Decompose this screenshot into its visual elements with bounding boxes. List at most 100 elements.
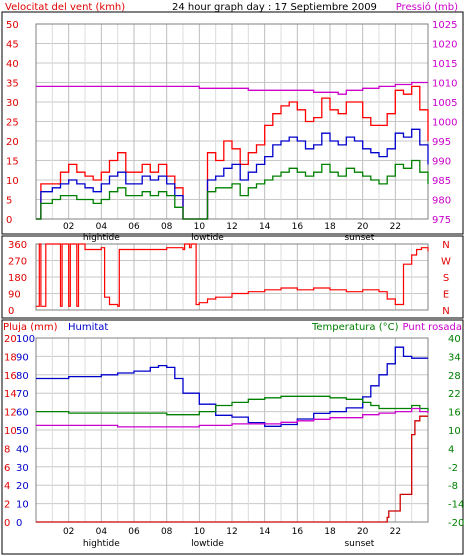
tick-label: 20 — [6, 137, 19, 148]
pressure-y-ticks: 975 980 985 990 995 1000 1005 1010 1015 1020 1025 — [432, 20, 457, 226]
tick-label: -20 — [448, 518, 464, 529]
tick-label: 34 — [448, 352, 461, 363]
rain-axis-label: Pluja (mm) — [3, 322, 58, 333]
x-tick-label: 04 — [96, 222, 108, 232]
tick-label: 2 — [4, 500, 10, 511]
tick-label: 12 — [4, 408, 17, 419]
direction-tick: 0 — [8, 306, 14, 317]
event-labels-bottom: hightide lowtide sunset — [83, 539, 375, 549]
series-line — [36, 81, 428, 95]
chart-title: 24 hour graph day : 17 Septiembre 2009 — [172, 2, 377, 13]
x-tick-label: 10 — [194, 222, 206, 232]
compass-label: E — [443, 290, 449, 301]
tick-label: 6 — [4, 463, 10, 474]
event-label: hightide — [83, 233, 120, 243]
tick-label: 50 — [6, 20, 19, 31]
tick-label: 0 — [6, 215, 12, 226]
x-tick-label: 16 — [292, 527, 304, 537]
dewpoint-axis-label: Punt rosada — [403, 322, 462, 333]
x-tick-label: 10 — [194, 527, 206, 537]
humidity-temperature-panel: Pluja (mm) Humitat Temperatura (°C) Punt… — [1, 319, 464, 555]
wind-panel-border — [1, 11, 464, 235]
tick-label: 1015 — [432, 59, 457, 70]
series-line — [36, 407, 429, 428]
tick-label: 22 — [448, 389, 461, 400]
tick-label: 40 — [6, 59, 19, 70]
tick-label: 70 — [16, 389, 29, 400]
wind-pressure-panel: Velocitat del vent (kmh) 24 hour graph d… — [1, 1, 464, 243]
tick-label: 0 — [16, 518, 22, 529]
tick-label: -2 — [448, 463, 458, 474]
tick-label: 16 — [448, 408, 461, 419]
x-tick-label: 20 — [357, 222, 369, 232]
series-line — [36, 85, 429, 220]
x-tick-label: 06 — [128, 222, 140, 232]
direction-panel-border — [1, 235, 464, 319]
compass-label: N — [442, 306, 449, 317]
x-tick-label: 12 — [226, 222, 237, 232]
tick-label: 995 — [432, 137, 451, 148]
direction-series — [36, 243, 429, 307]
wind-y-ticks: 0 5 10 15 20 25 30 35 40 45 50 — [6, 20, 19, 226]
bottom-panel-border — [1, 319, 464, 555]
tick-label: 80 — [16, 371, 29, 382]
direction-grid — [35, 243, 429, 311]
wind-x-ticks: 02 04 06 08 10 12 14 16 18 20 22 — [63, 222, 401, 232]
x-tick-label: 18 — [324, 222, 336, 232]
direction-tick: 360 — [8, 240, 27, 251]
bottom-series — [36, 346, 429, 523]
tick-label: 40 — [448, 334, 461, 345]
bottom-grid — [35, 337, 429, 523]
temperature-y-ticks: -20 -14 -8 -2 4 10 16 22 28 34 40 — [448, 334, 464, 529]
tick-label: 4 — [448, 444, 454, 455]
tick-label: 90 — [16, 352, 29, 363]
tick-label: 14 — [4, 389, 17, 400]
pressure-axis-label: Pressió (mb) — [396, 1, 458, 13]
tick-label: 45 — [6, 40, 19, 51]
wind-axis-label: Velocitat del vent (kmh) — [5, 2, 125, 13]
x-tick-label: 22 — [390, 527, 401, 537]
tick-label: 30 — [6, 98, 19, 109]
tick-label: -14 — [448, 500, 464, 511]
event-label: hightide — [83, 539, 120, 549]
event-label: lowtide — [191, 539, 224, 549]
event-label: lowtide — [191, 233, 224, 243]
tick-label: 40 — [16, 444, 29, 455]
tick-label: 30 — [16, 463, 29, 474]
tick-label: 0 — [4, 518, 10, 529]
x-tick-label: 20 — [357, 527, 369, 537]
tick-label: 990 — [432, 157, 451, 168]
series-line — [36, 395, 429, 416]
tick-label: 50 — [16, 426, 29, 437]
event-label: sunset — [344, 233, 374, 243]
bottom-x-ticks: 02 04 06 08 10 12 14 16 18 20 22 — [63, 527, 401, 537]
tick-label: 15 — [6, 157, 19, 168]
x-tick-label: 14 — [259, 222, 271, 232]
tick-label: 18 — [4, 352, 17, 363]
tick-label: 1025 — [432, 20, 457, 31]
compass-label: N — [442, 240, 449, 251]
tick-label: 1010 — [432, 79, 457, 90]
tick-label: 1020 — [432, 40, 457, 51]
compass-label: S — [443, 273, 449, 284]
series-line — [36, 159, 429, 220]
x-tick-label: 02 — [63, 222, 74, 232]
tick-label: 10 — [4, 426, 17, 437]
tick-label: 10 — [448, 426, 461, 437]
temperature-axis-label: Temperatura (°C) — [311, 322, 399, 333]
wind-series — [36, 81, 429, 220]
tick-label: 975 — [432, 215, 451, 226]
tick-label: 28 — [448, 371, 461, 382]
tick-label: 5 — [6, 196, 12, 207]
tick-label: 60 — [16, 408, 29, 419]
x-tick-label: 04 — [96, 527, 108, 537]
tick-label: 35 — [6, 79, 19, 90]
x-tick-label: 12 — [226, 527, 237, 537]
tick-label: 4 — [4, 481, 10, 492]
x-tick-label: 02 — [63, 527, 74, 537]
series-line — [36, 346, 428, 427]
x-tick-label: 06 — [128, 527, 140, 537]
